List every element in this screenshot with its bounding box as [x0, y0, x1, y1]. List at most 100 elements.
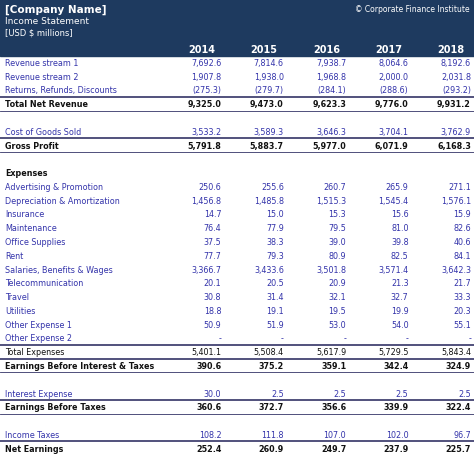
Bar	[0, 125, 474, 139]
Text: 15.3: 15.3	[328, 210, 346, 219]
Text: Earnings Before Interest & Taxes: Earnings Before Interest & Taxes	[5, 361, 154, 370]
Text: 40.6: 40.6	[454, 238, 471, 247]
Text: 108.2: 108.2	[199, 430, 221, 439]
Text: 53.0: 53.0	[328, 320, 346, 329]
Text: © Corporate Finance Institute: © Corporate Finance Institute	[356, 5, 470, 14]
Text: 1,907.8: 1,907.8	[191, 72, 221, 81]
Bar	[0, 139, 474, 152]
Text: 5,791.8: 5,791.8	[188, 141, 221, 150]
Text: 250.6: 250.6	[199, 182, 221, 192]
Text: 5,617.9: 5,617.9	[316, 348, 346, 356]
Text: Other Expense 1: Other Expense 1	[5, 320, 72, 329]
Text: 39.0: 39.0	[328, 238, 346, 247]
Text: -: -	[468, 334, 471, 343]
Text: 7,692.6: 7,692.6	[191, 59, 221, 68]
Text: 6,168.3: 6,168.3	[437, 141, 471, 150]
Text: 14.7: 14.7	[204, 210, 221, 219]
Text: Insurance: Insurance	[5, 210, 44, 219]
Text: Office Supplies: Office Supplies	[5, 238, 65, 247]
Text: 9,776.0: 9,776.0	[375, 100, 409, 109]
Text: 84.1: 84.1	[454, 251, 471, 260]
Text: 37.5: 37.5	[204, 238, 221, 247]
Bar	[0, 194, 474, 207]
Text: Interest Expense: Interest Expense	[5, 389, 73, 398]
Text: (284.1): (284.1)	[318, 86, 346, 95]
Text: 1,515.3: 1,515.3	[316, 196, 346, 205]
Bar	[0, 373, 474, 386]
Text: Total Net Revenue: Total Net Revenue	[5, 100, 88, 109]
Text: 2,031.8: 2,031.8	[441, 72, 471, 81]
Text: 3,642.3: 3,642.3	[441, 265, 471, 274]
Text: 51.9: 51.9	[266, 320, 284, 329]
Text: -: -	[281, 334, 284, 343]
Text: 225.7: 225.7	[446, 444, 471, 453]
Text: (275.3): (275.3)	[192, 86, 221, 95]
Bar	[0, 56, 474, 70]
Text: 2.5: 2.5	[396, 389, 409, 398]
Text: Total Expenses: Total Expenses	[5, 348, 64, 356]
Text: 3,366.7: 3,366.7	[191, 265, 221, 274]
Text: 19.9: 19.9	[391, 306, 409, 315]
Bar	[0, 386, 474, 400]
Bar	[0, 345, 474, 359]
Text: 7,938.7: 7,938.7	[316, 59, 346, 68]
Bar	[0, 70, 474, 84]
Text: Salaries, Benefits & Wages: Salaries, Benefits & Wages	[5, 265, 113, 274]
Text: 82.6: 82.6	[453, 224, 471, 233]
Text: 360.6: 360.6	[196, 402, 221, 411]
Text: Returns, Refunds, Discounts: Returns, Refunds, Discounts	[5, 86, 117, 95]
Bar	[0, 359, 474, 373]
Text: 8,064.6: 8,064.6	[379, 59, 409, 68]
Text: 2.5: 2.5	[271, 389, 284, 398]
Text: 102.0: 102.0	[386, 430, 409, 439]
Text: 2016: 2016	[313, 45, 340, 55]
Text: 7,814.6: 7,814.6	[254, 59, 284, 68]
Text: [Company Name]: [Company Name]	[5, 5, 107, 15]
Text: 2,000.0: 2,000.0	[379, 72, 409, 81]
Text: 20.5: 20.5	[266, 279, 284, 288]
Text: 5,883.7: 5,883.7	[250, 141, 284, 150]
Text: 33.3: 33.3	[454, 293, 471, 301]
Text: Advertising & Promotion: Advertising & Promotion	[5, 182, 103, 192]
Text: 265.9: 265.9	[386, 182, 409, 192]
Text: 77.9: 77.9	[266, 224, 284, 233]
Text: 5,729.5: 5,729.5	[378, 348, 409, 356]
Text: 8,192.6: 8,192.6	[441, 59, 471, 68]
Bar	[0, 221, 474, 235]
Bar	[0, 84, 474, 98]
Text: 2014: 2014	[188, 45, 215, 55]
Text: 260.9: 260.9	[258, 444, 284, 453]
Text: Utilities: Utilities	[5, 306, 36, 315]
Text: 18.8: 18.8	[204, 306, 221, 315]
Text: 54.0: 54.0	[391, 320, 409, 329]
Bar	[0, 276, 474, 290]
Text: Income Statement: Income Statement	[5, 16, 89, 25]
Text: -: -	[406, 334, 409, 343]
Text: (288.6): (288.6)	[380, 86, 409, 95]
Text: 30.0: 30.0	[204, 389, 221, 398]
Text: 15.6: 15.6	[391, 210, 409, 219]
Text: 81.0: 81.0	[391, 224, 409, 233]
Text: 32.7: 32.7	[391, 293, 409, 301]
Text: 82.5: 82.5	[391, 251, 409, 260]
Text: 255.6: 255.6	[261, 182, 284, 192]
Text: Telecommunication: Telecommunication	[5, 279, 83, 288]
Text: 2015: 2015	[250, 45, 277, 55]
Text: 80.9: 80.9	[328, 251, 346, 260]
Text: 5,401.1: 5,401.1	[191, 348, 221, 356]
Text: 96.7: 96.7	[453, 430, 471, 439]
Text: 19.5: 19.5	[328, 306, 346, 315]
Text: (293.2): (293.2)	[442, 86, 471, 95]
Text: 322.4: 322.4	[446, 402, 471, 411]
Text: 3,589.3: 3,589.3	[254, 127, 284, 136]
Text: Travel: Travel	[5, 293, 29, 301]
Bar	[0, 152, 474, 167]
Bar	[0, 304, 474, 318]
Text: Cost of Goods Sold: Cost of Goods Sold	[5, 127, 81, 136]
Text: 372.7: 372.7	[258, 402, 284, 411]
Text: 342.4: 342.4	[383, 361, 409, 370]
Text: 356.6: 356.6	[321, 402, 346, 411]
Text: 260.7: 260.7	[323, 182, 346, 192]
Text: 21.7: 21.7	[453, 279, 471, 288]
Bar	[0, 249, 474, 263]
